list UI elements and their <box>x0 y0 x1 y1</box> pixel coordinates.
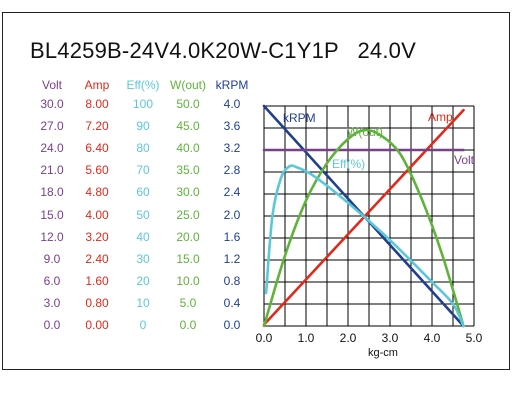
x-tick-label: 1.0 <box>298 331 315 345</box>
scale-cell-wout: 5.0 <box>179 295 197 310</box>
scale-cell-amp: 7.20 <box>85 119 109 134</box>
scale-cell-wout: 25.0 <box>176 207 200 222</box>
scale-cell-amp: 4.00 <box>85 207 109 222</box>
scale-cell-amp: 3.20 <box>85 229 109 244</box>
scale-cell-krpm: 2.4 <box>223 185 241 200</box>
scale-cell-volt: 9.0 <box>43 251 61 266</box>
scale-cell-krpm: 4.0 <box>223 97 241 111</box>
column-header-amp: Amp <box>84 78 110 92</box>
scale-cell-krpm: 3.6 <box>223 119 241 134</box>
scale-cell-eff: 50 <box>136 207 150 222</box>
series-line-wout <box>262 128 465 328</box>
scale-cell-volt: 12.0 <box>40 229 64 244</box>
scale-cell-wout: 15.0 <box>176 251 200 266</box>
series-label-krpm: kRPM <box>283 111 316 125</box>
x-axis-label: kg-cm <box>368 347 398 359</box>
series-label-wout: W(out) <box>347 125 383 139</box>
scale-cell-wout: 35.0 <box>176 163 200 178</box>
scale-cell-wout: 20.0 <box>176 229 200 244</box>
scale-cell-eff: 90 <box>136 119 150 134</box>
scale-cell-krpm: 0.4 <box>223 295 241 310</box>
scale-cell-wout: 0.0 <box>179 318 197 332</box>
series-line-eff <box>264 164 465 328</box>
scale-cell-krpm: 0.8 <box>223 273 241 288</box>
chart-frame <box>2 12 510 370</box>
scale-cell-amp: 6.40 <box>85 141 109 156</box>
scale-cell-volt: 24.0 <box>40 141 64 156</box>
scale-cell-amp: 4.80 <box>85 185 109 200</box>
scale-cell-volt: 3.0 <box>43 295 61 310</box>
x-tick-label: 2.0 <box>340 331 357 345</box>
x-tick-label: 4.0 <box>424 331 441 345</box>
scale-cell-krpm: 1.2 <box>223 251 241 266</box>
scale-cell-wout: 45.0 <box>176 119 200 134</box>
scale-cell-volt: 15.0 <box>40 207 64 222</box>
scale-cell-eff: 100 <box>132 97 154 111</box>
column-header-eff: Eff(%) <box>126 78 160 92</box>
scale-cell-amp: 2.40 <box>85 251 109 266</box>
scale-cell-krpm: 3.2 <box>223 141 241 156</box>
scale-cell-amp: 0.80 <box>85 295 109 310</box>
scale-cell-wout: 40.0 <box>176 141 200 156</box>
scale-cell-wout: 10.0 <box>176 273 200 288</box>
scale-cell-wout: 30.0 <box>176 185 200 200</box>
scale-cell-eff: 80 <box>136 141 150 156</box>
x-tick-label: 0.0 <box>256 331 273 345</box>
scale-cell-eff: 10 <box>136 295 150 310</box>
scale-cell-krpm: 2.0 <box>223 207 241 222</box>
column-header-volt: Volt <box>41 78 62 92</box>
scale-cell-volt: 6.0 <box>43 273 61 288</box>
series-label-eff: Eff(%) <box>332 157 365 171</box>
scale-cell-volt: 21.0 <box>40 163 64 178</box>
column-header-wout: W(out) <box>170 78 206 92</box>
scale-cell-amp: 0.00 <box>85 318 109 332</box>
scale-cell-krpm: 0.0 <box>223 318 241 332</box>
scale-cell-volt: 30.0 <box>40 97 64 111</box>
scale-cell-amp: 5.60 <box>85 163 109 178</box>
scale-cell-volt: 27.0 <box>40 119 64 134</box>
scale-cell-wout: 50.0 <box>176 97 200 111</box>
scale-cell-eff: 30 <box>136 251 150 266</box>
scale-cell-krpm: 1.6 <box>223 229 241 244</box>
scale-cell-krpm: 2.8 <box>223 163 241 178</box>
series-label-volt: Volt <box>454 153 475 167</box>
scale-cell-eff: 60 <box>136 185 150 200</box>
scale-cell-eff: 40 <box>136 229 150 244</box>
scale-cell-eff: 70 <box>136 163 150 178</box>
x-tick-label: 5.0 <box>466 331 483 345</box>
scale-cell-amp: 8.00 <box>85 97 109 111</box>
scale-cell-amp: 1.60 <box>85 273 109 288</box>
scale-cell-volt: 0.0 <box>43 318 61 332</box>
scale-cell-eff: 0 <box>139 318 147 332</box>
column-header-krpm: kRPM <box>215 78 249 92</box>
scale-cell-volt: 18.0 <box>40 185 64 200</box>
scale-cell-eff: 20 <box>136 273 150 288</box>
chart-title: BL4259B-24V4.0K20W-C1Y1P 24.0V <box>30 38 416 63</box>
series-label-amp: Amp <box>428 110 453 124</box>
x-tick-label: 3.0 <box>382 331 399 345</box>
